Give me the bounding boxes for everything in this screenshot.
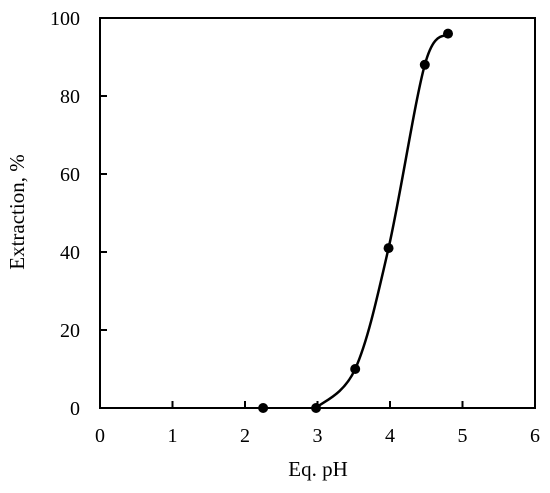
data-point [383,243,394,254]
x-tick-label: 6 [530,425,540,447]
y-tick-label: 80 [60,86,80,108]
plot-area [258,28,453,413]
data-point [419,59,430,70]
x-axis-title: Eq. pH [288,457,348,481]
data-point [443,28,453,39]
data-point [350,364,361,374]
y-axis-title: Extraction, % [5,154,29,269]
y-tick-label: 0 [70,398,80,420]
plot-frame [99,17,536,409]
y-tick-label: 100 [50,8,80,30]
x-tick-label: 3 [313,425,323,447]
y-tick-label: 20 [60,320,80,342]
fitted-curve [315,32,450,409]
x-tick-label: 4 [385,425,395,447]
x-tick-label: 0 [95,425,105,447]
x-tick-label: 2 [240,425,250,447]
x-tick-label: 5 [458,425,468,447]
x-tick-label: 1 [168,425,178,447]
y-tick-label: 40 [60,242,80,264]
y-tick-label: 60 [60,164,80,186]
